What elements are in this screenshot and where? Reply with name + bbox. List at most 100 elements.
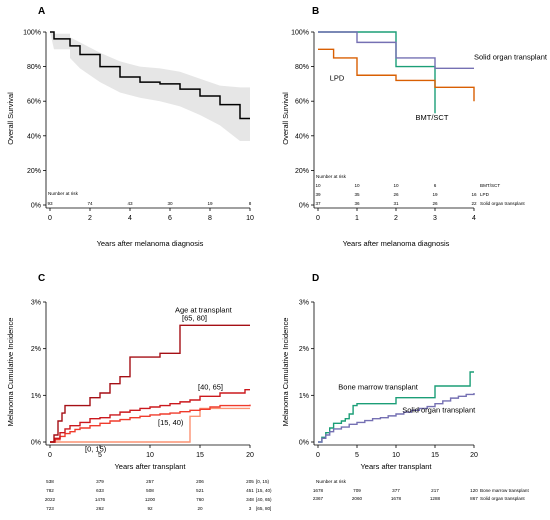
risk-table-value: 19 (207, 201, 213, 206)
x-tick-label: 4 (472, 215, 476, 222)
risk-table-value: 508 (146, 488, 154, 493)
annotation-label: LPD (330, 73, 345, 82)
y-tick-label: 100% (23, 30, 41, 37)
annotation-label: Solid organ transplant (474, 53, 548, 62)
x-tick-label: 0 (316, 215, 320, 222)
risk-table-row-label: [65, 80] (256, 506, 271, 511)
x-tick-label: 10 (392, 452, 400, 459)
panel-a: A0 2 4 6 8 100%20%40%60%80%100%Years after me… (6, 6, 254, 248)
y-tick-label: 1% (31, 393, 41, 400)
risk-table-row-label: [15, 40) (256, 488, 272, 493)
risk-table-value: 1476 (95, 497, 106, 502)
y-tick-label: 60% (295, 99, 309, 106)
risk-table-value: 782 (46, 488, 54, 493)
annotation-label: [65, 80] (182, 314, 207, 323)
y-tick-label: 0% (299, 440, 309, 447)
risk-table-value: 22 (471, 201, 477, 206)
risk-table-value: 8 (249, 201, 252, 206)
series-line-1 (50, 404, 251, 443)
risk-table-value: 2022 (45, 497, 56, 502)
risk-table-value: 74 (87, 201, 93, 206)
x-axis-title: Years after melanoma diagnosis (97, 239, 204, 248)
risk-table-row-label: Solid organ transplant (480, 496, 525, 501)
risk-table-value: 379 (96, 479, 104, 484)
risk-table-value: 206 (196, 479, 204, 484)
risk-table-value: 16 (471, 192, 477, 197)
risk-table-header: Number at risk (48, 191, 79, 196)
y-tick-label: 80% (27, 64, 41, 71)
x-tick-label: 2 (394, 215, 398, 222)
risk-table-row-label: [40, 65) (256, 497, 272, 502)
risk-table-value: 257 (146, 479, 154, 484)
annotation-label: Bone marrow transplant (338, 383, 419, 392)
y-tick-label: 20% (27, 168, 41, 175)
y-tick-label: 3% (31, 300, 41, 307)
risk-table-value: 10 (393, 183, 399, 188)
risk-table-value: 39 (315, 192, 321, 197)
risk-table-value: 30 (167, 201, 173, 206)
series-line-0 (50, 407, 250, 443)
panel-letter: C (38, 273, 45, 284)
risk-table-value: 262 (96, 506, 104, 511)
y-tick-label: 0% (299, 203, 309, 210)
annotation-label: Age at transplant (175, 305, 233, 314)
risk-table-value: 10 (354, 183, 360, 188)
risk-table-value: 633 (96, 488, 104, 493)
risk-table-value: 217 (431, 488, 439, 493)
annotation-label: [0, 15) (85, 444, 107, 453)
x-tick-label: 20 (470, 452, 478, 459)
x-tick-label: 5 (98, 452, 102, 459)
x-tick-label: 0 (48, 215, 52, 222)
risk-table-value: 377 (392, 488, 400, 493)
risk-table-row-label: [0, 15) (256, 479, 269, 484)
panel-letter: D (312, 273, 319, 284)
x-tick-label: 0 (48, 452, 52, 459)
series-line-0 (50, 31, 250, 120)
x-tick-label: 4 (128, 215, 132, 222)
x-tick-label: 10 (146, 452, 154, 459)
risk-table-value: 760 (196, 497, 204, 502)
risk-table-value: 451 (246, 488, 254, 493)
x-tick-label: 6 (168, 215, 172, 222)
x-tick-label: 2 (88, 215, 92, 222)
risk-table-row-label: Solid organ transplant (480, 201, 525, 206)
risk-table-value: 120 (470, 488, 478, 493)
panel-b: B0 1 2 3 40%20%40%60%80%100%Years after mela… (281, 6, 548, 248)
x-axis-title: Years after melanoma diagnosis (343, 239, 450, 248)
y-tick-label: 0% (31, 440, 41, 447)
annotation-label: Solid organ transplant (402, 406, 476, 415)
risk-table-value: 2367 (313, 496, 324, 501)
risk-table-value: 709 (353, 488, 361, 493)
panel-d: D 0 5 10 15 20 0% 1% 2% 3% Years after transplant M… (281, 273, 529, 501)
risk-table-value: 26 (432, 201, 438, 206)
y-tick-label: 100% (291, 30, 309, 37)
risk-table-row-label: Bone marrow transplant (480, 488, 529, 493)
risk-table-value: 1200 (145, 497, 156, 502)
risk-table-value: 2060 (352, 496, 363, 501)
risk-table-value: 19 (432, 192, 438, 197)
x-tick-label: 5 (355, 452, 359, 459)
risk-table-value: 1288 (430, 496, 441, 501)
x-tick-label: 15 (431, 452, 439, 459)
x-tick-label: 20 (246, 452, 254, 459)
series-line-2 (50, 389, 250, 443)
risk-table-value: 31 (393, 201, 399, 206)
risk-table-value: 92 (147, 506, 153, 511)
x-tick-label: 0 (316, 452, 320, 459)
x-axis-title: Years after transplant (360, 462, 432, 471)
y-tick-label: 40% (27, 133, 41, 140)
x-axis-title: Years after transplant (114, 462, 186, 471)
y-tick-label: 2% (299, 346, 309, 353)
risk-table-value: 867 (470, 496, 478, 501)
y-tick-label: 20% (295, 168, 309, 175)
risk-table-value: 6 (434, 183, 437, 188)
y-axis-title: Overall Survival (281, 92, 290, 145)
risk-table-value: 348 (246, 497, 254, 502)
series-line-solid-organ-transplant (318, 31, 474, 70)
series-line-lpd (318, 48, 475, 102)
risk-table-value: 36 (354, 201, 360, 206)
risk-table-row-label: LPD (480, 192, 490, 197)
y-tick-label: 60% (27, 99, 41, 106)
y-tick-label: 3% (299, 300, 309, 307)
